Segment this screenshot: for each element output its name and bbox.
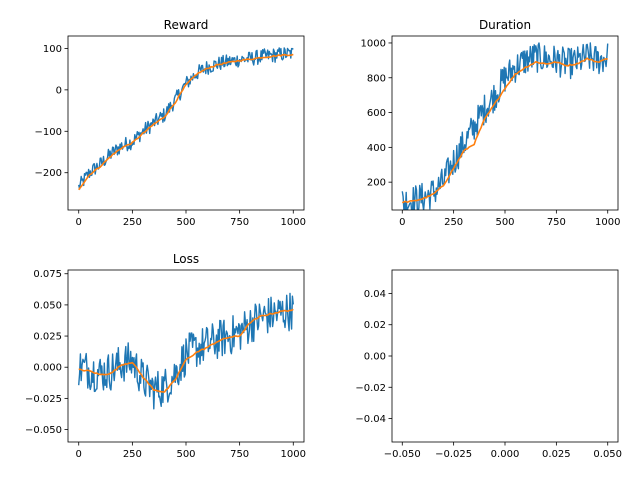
x-tick-label: 1000 [281, 449, 306, 460]
x-tick-label: 750 [547, 217, 566, 228]
x-tick-label: 750 [230, 217, 249, 228]
x-tick-label: −0.050 [384, 449, 421, 460]
y-tick-label: 400 [367, 143, 386, 154]
y-tick-label: 0 [56, 85, 62, 96]
x-tick-label: 0.050 [593, 449, 622, 460]
x-tick-label: 1000 [595, 217, 620, 228]
subplot-1: 0 250 500 750 1000 −200 −100 0 100 Reward [35, 18, 306, 228]
x-tick-label: 0.000 [491, 449, 520, 460]
series-smoothed-line [78, 53, 294, 191]
y-tick-label: −0.025 [25, 394, 62, 405]
x-tick-label: 0 [76, 217, 82, 228]
y-tick-label: 1000 [361, 38, 386, 49]
x-tick-label: 500 [176, 217, 195, 228]
y-tick-label: 0.00 [364, 352, 386, 363]
plot-area [78, 47, 294, 191]
subplots-grid: 0 250 500 750 1000 −200 −100 0 100 Reward 0 250 500 7… [25, 18, 622, 460]
x-tick-label: 250 [444, 217, 463, 228]
x-tick-label: 750 [230, 449, 249, 460]
y-tick-label: −100 [35, 127, 62, 138]
plot-area [78, 292, 294, 410]
series-smoothed-line [78, 308, 294, 393]
y-tick-label: 200 [367, 178, 386, 189]
x-tick-label: 250 [123, 449, 142, 460]
x-tick-label: 0.025 [542, 449, 571, 460]
x-tick-label: −0.025 [435, 449, 472, 460]
y-tick-label: −0.050 [25, 425, 62, 436]
y-tick-label: −0.02 [355, 383, 386, 394]
x-tick-label: 0 [399, 217, 405, 228]
y-tick-label: 600 [367, 108, 386, 119]
y-tick-label: −0.04 [355, 414, 386, 425]
y-tick-label: 800 [367, 73, 386, 84]
y-tick-label: 0.04 [364, 289, 386, 300]
y-tick-label: 100 [43, 44, 62, 55]
subplot-2: 0 250 500 750 1000 200 400 600 800 1000 Duration [361, 18, 621, 228]
series-smoothed-line [401, 57, 608, 204]
subplot-title: Reward [164, 18, 209, 32]
y-tick-label: −200 [35, 168, 62, 179]
y-tick-label: 0.000 [33, 363, 62, 374]
y-tick-label: 0.075 [33, 269, 62, 280]
x-tick-label: 250 [123, 217, 142, 228]
subplot-3: 0 250 500 750 1000 −0.050 −0.025 0.000 0.025 0.05… [25, 252, 306, 460]
subplot-title: Loss [173, 252, 199, 266]
x-tick-label: 1000 [281, 217, 306, 228]
y-tick-label: 0.050 [33, 300, 62, 311]
series-raw-line [78, 292, 294, 410]
y-tick-label: 0.025 [33, 332, 62, 343]
x-tick-label: 500 [176, 449, 195, 460]
x-tick-label: 500 [495, 217, 514, 228]
y-tick-label: 0.02 [364, 320, 386, 331]
subplot-title: Duration [479, 18, 531, 32]
plot-area [401, 42, 609, 210]
x-tick-label: 0 [76, 449, 82, 460]
subplot-4: −0.050 −0.025 0.000 0.025 0.050 −0.04 −0.02 0.0… [355, 269, 622, 460]
